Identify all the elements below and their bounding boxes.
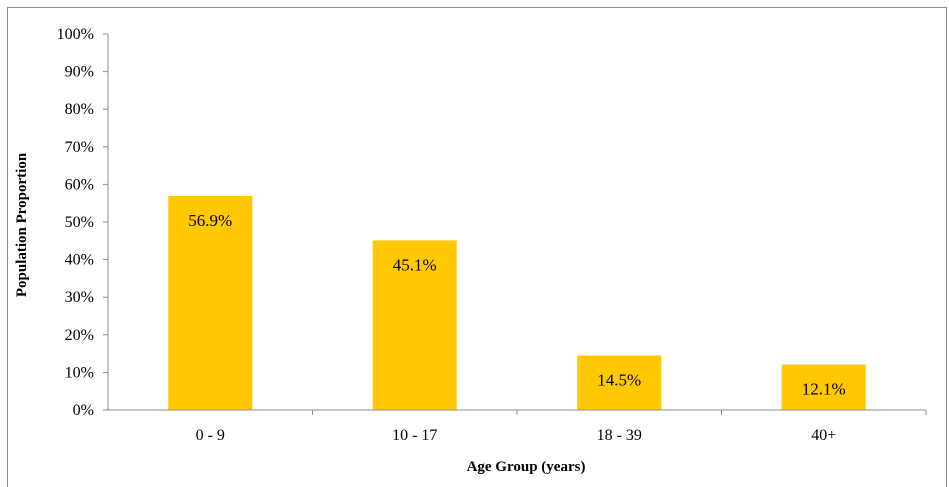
y-axis-ticks: 0% 10% 20% 30% 40% 50% 60% 70% 80% 90% 100% [57,26,108,419]
y-tick-label: 70% [65,139,94,156]
axes [107,34,926,411]
y-tick-label: 10% [65,364,94,381]
bars: 56.9% 45.1% 14.5% 12.1% [168,196,866,410]
bar [781,364,866,410]
y-tick-label: 80% [65,101,94,118]
bar-value-label: 45.1% [393,255,437,274]
chart-frame [7,7,947,487]
y-tick-label: 0% [73,402,94,419]
y-tick-label: 100% [57,26,94,43]
x-axis-ticks: 0 - 9 10 - 17 18 - 39 40+ [196,410,927,444]
y-tick-label: 20% [65,327,94,344]
y-tick-label: 30% [65,289,94,306]
x-tick-label: 18 - 39 [597,427,642,444]
y-tick-label: 90% [65,64,94,81]
y-tick-label: 40% [65,252,94,269]
y-axis-title: Population Proportion [14,152,30,297]
bar [168,196,253,410]
x-tick-label: 40+ [811,427,836,444]
y-tick-label: 60% [65,176,94,193]
x-tick-label: 0 - 9 [196,427,225,444]
bar-value-label: 56.9% [188,211,232,230]
y-tick-label: 50% [65,214,94,231]
x-axis-title: Age Group (years) [467,459,586,475]
x-tick-label: 10 - 17 [392,427,437,444]
bar-value-label: 14.5% [597,370,641,389]
bar [372,240,457,410]
bar-value-label: 12.1% [802,380,846,399]
bar [577,355,662,410]
